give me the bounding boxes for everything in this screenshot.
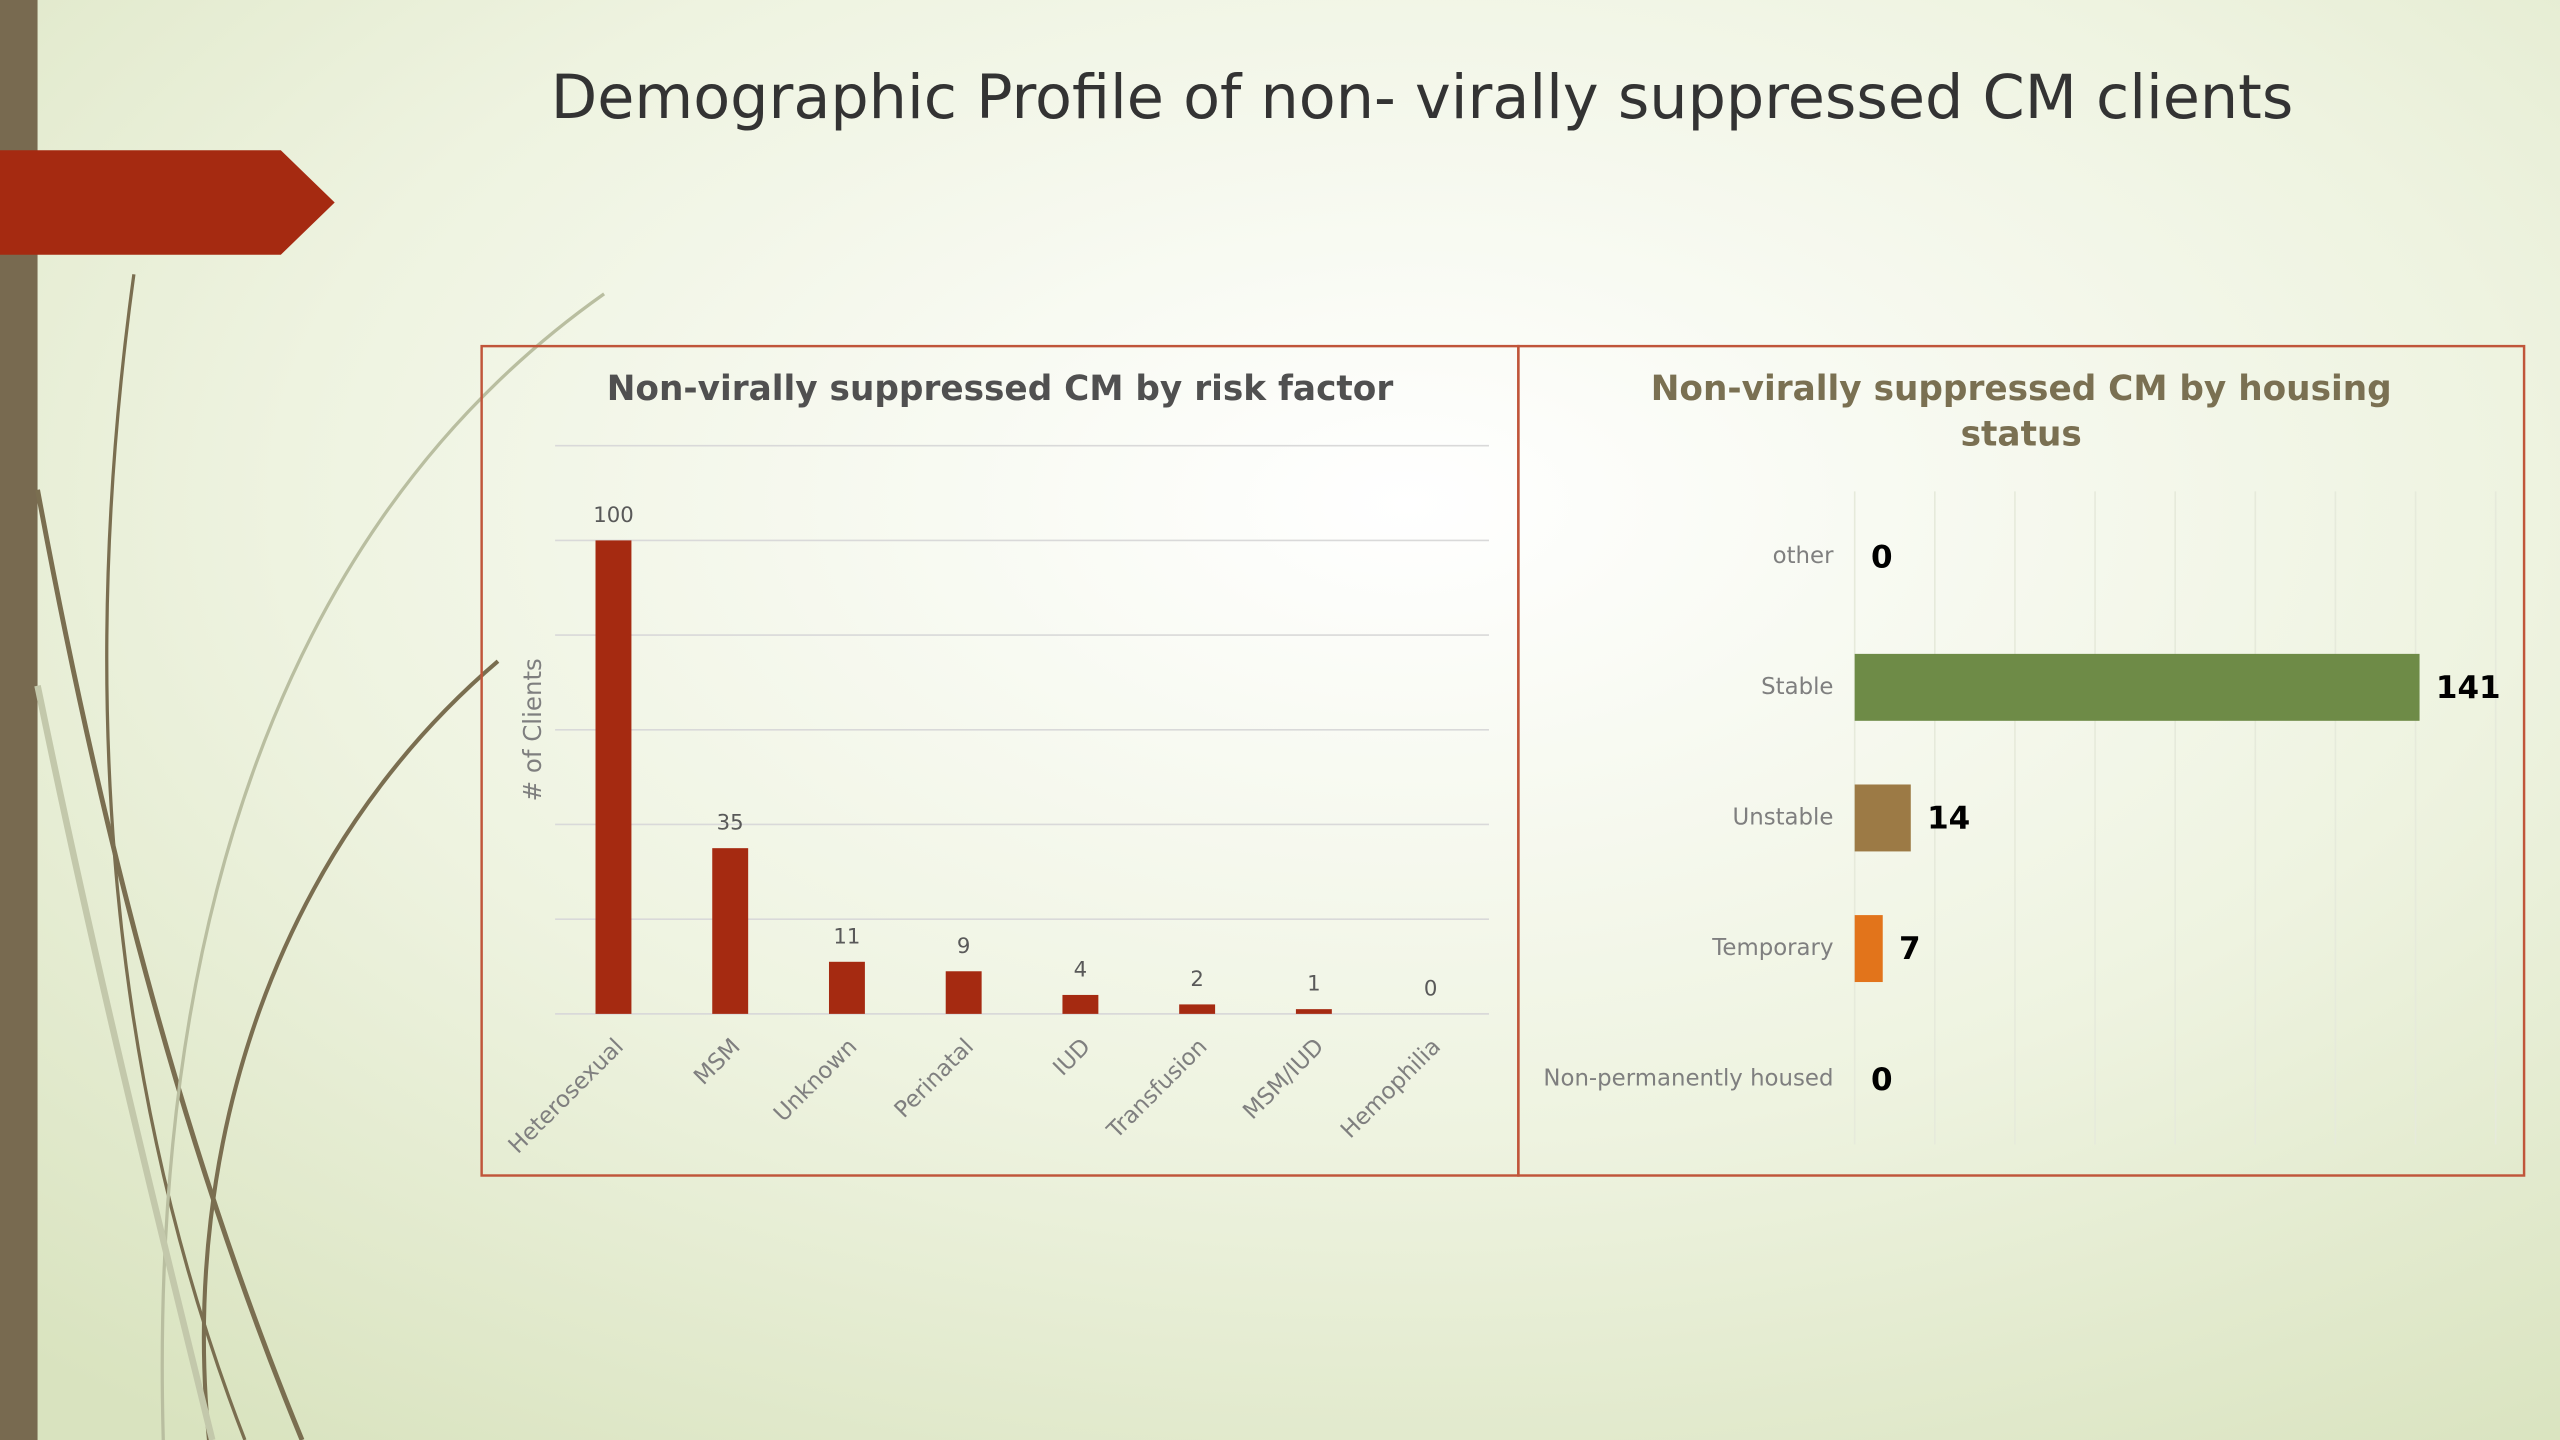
y-tick-label: Stable <box>1761 674 1833 700</box>
data-label: 0 <box>1871 1062 1893 1098</box>
bar <box>1062 994 1099 1014</box>
accent-arrow <box>0 150 335 255</box>
bar <box>1854 784 1911 852</box>
data-label: 35 <box>717 811 744 836</box>
slide-title: Demographic Profile of non- virally supp… <box>551 63 2294 133</box>
bar <box>1854 915 1883 983</box>
data-label: 2 <box>1190 967 1204 992</box>
data-label: 0 <box>1871 539 1893 575</box>
y-tick-label: Unstable <box>1733 804 1834 830</box>
bar <box>828 961 865 1014</box>
y-tick-label: Non-permanently housed <box>1543 1066 1833 1092</box>
chart-title-box: Non-virally suppressed CM by housing sta… <box>1650 368 2392 454</box>
bar <box>1854 653 2420 721</box>
bar <box>1179 1004 1216 1014</box>
bar <box>1295 1009 1332 1014</box>
data-label: 14 <box>1927 801 1970 837</box>
data-label: 0 <box>1424 976 1438 1001</box>
chart-title: Non-virally suppressed CM by housing sta… <box>1650 368 2392 454</box>
chart-title: Non-virally suppressed CM by risk factor <box>606 368 1394 409</box>
data-label: 9 <box>957 934 971 959</box>
y-tick-label: Temporary <box>1711 935 1833 961</box>
y-tick-label: other <box>1773 543 1834 569</box>
data-label: 100 <box>593 503 634 528</box>
chart-frame <box>1517 344 2526 1177</box>
chart-title-box: Non-virally suppressed CM by risk factor <box>606 368 1394 409</box>
data-label: 1 <box>1307 972 1321 997</box>
decor-curves <box>34 274 606 1440</box>
data-label: 141 <box>2436 670 2501 706</box>
bar <box>945 971 982 1014</box>
data-label: 11 <box>833 924 860 949</box>
bar <box>712 848 749 1014</box>
data-label: 4 <box>1074 957 1088 982</box>
bar <box>595 540 632 1014</box>
y-axis-label: # of Clients <box>518 658 547 801</box>
data-label: 7 <box>1899 931 1921 967</box>
